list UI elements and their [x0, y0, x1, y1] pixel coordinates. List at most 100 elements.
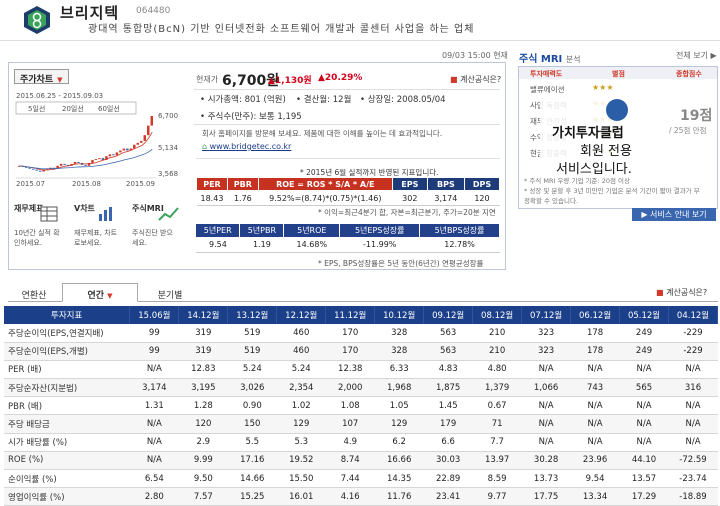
table-cell: 328: [374, 324, 424, 343]
table-cell: 563: [423, 324, 473, 343]
chart-select-label: 주가차트: [20, 75, 54, 85]
table-cell: N/A: [129, 433, 179, 452]
candle: [18, 165, 21, 167]
tab-annual[interactable]: 연간 ▼: [62, 283, 138, 302]
members-only-overlay: [540, 94, 666, 182]
fiscal-month: • 결산월: 12월: [296, 95, 352, 105]
listed-label: 상장일:: [367, 95, 395, 105]
table-cell: 16.66: [374, 451, 424, 471]
table-cell: N/A: [619, 414, 669, 434]
mri-title-text: 주식 MRI: [519, 54, 563, 65]
candle: [150, 116, 153, 126]
table-cell: 249: [619, 342, 669, 361]
service-guide-button[interactable]: ▶ 서비스 안내 보기: [632, 208, 716, 221]
table-cell: 13.57: [619, 469, 669, 489]
price-chart: 2015.06.25 - 2015.09.03 5일선 20일선 60일선 6,…: [14, 90, 186, 188]
formula-link-2[interactable]: ■ 계산공식은?: [656, 287, 707, 298]
overlay-title: 가치투자클럽: [552, 126, 624, 141]
financial-indicators-table: 투자지표 15.06월 14.12월 13.12월 12.12월 11.12월 10.12월…: [4, 306, 718, 506]
candle: [24, 166, 28, 168]
mri-col-score: 종합점수: [676, 70, 702, 78]
table-row: 주당순이익(EPS,개별) 99 319 519 460 170 328 563 210 323 1…: [4, 342, 718, 361]
table-cell: 13.34: [570, 487, 620, 506]
dps-value: 120: [464, 190, 500, 206]
table-row: 주당순이익(EPS,연결지배) 99 319 519 460 170 328 563 210 32…: [4, 324, 718, 343]
table-cell: 6.2: [374, 433, 424, 452]
table-cell: 5.5: [227, 433, 277, 452]
view-all-link[interactable]: 전체 보기 ▶: [676, 50, 717, 61]
valuation-table: PER PBR ROE = ROS * S/A * A/E EPS BPS DP…: [196, 177, 501, 206]
company-logo-icon: [24, 6, 50, 34]
chart-type-select[interactable]: 주가차트 ▼: [14, 69, 69, 85]
table-cell: 17.16: [227, 451, 277, 471]
table-row: 주당순자산(지분법) 3,174 3,195 3,026 2,354 2,000 1,968…: [4, 378, 718, 398]
table-cell: N/A: [521, 360, 571, 380]
mri-col-attractiveness: 투자매력도: [530, 70, 563, 78]
header-period: 05.12월: [619, 306, 670, 324]
stock-mri-button[interactable]: 주식MRI 주식진단 받으세요.: [132, 204, 178, 248]
view-all-label: 전체 보기: [676, 51, 708, 60]
share-count: • 주식수(만주): 보통 1,195: [200, 112, 302, 122]
period-tabs: [8, 283, 718, 302]
dps-header: DPS: [463, 177, 501, 191]
table-cell: 13.73: [521, 469, 571, 489]
table-cell: 565: [619, 378, 669, 398]
financial-note: * 2015년 6월 실적까지 반영된 지표입니다.: [300, 168, 439, 177]
table-cell: 563: [423, 342, 473, 361]
row-label: ROE (%): [4, 451, 130, 471]
row-label: 영업이익률 (%): [4, 487, 130, 506]
table-cell: 0.67: [472, 396, 522, 416]
table-cell: N/A: [570, 433, 620, 452]
v-chart-button[interactable]: V차트 재무제표, 차트로보세요.: [74, 204, 120, 248]
overlay-line2: 회원 전용: [580, 144, 632, 159]
candle: [73, 161, 77, 164]
row-label: 주당순이익(EPS,연결지배): [4, 324, 130, 343]
per5-header: 5년PER: [196, 224, 241, 237]
formula-link-label: 계산공식은?: [460, 75, 502, 84]
five-year-table: 5년PER 5년PBR 5년ROE 5년EPS성장률 5년BPS성장률 9.54…: [196, 224, 500, 253]
fy-value: 12월: [332, 95, 352, 105]
table-cell: 7.7: [472, 433, 522, 452]
candle: [136, 142, 140, 145]
table-cell: 6.33: [374, 360, 424, 380]
ytick-high: 6,700: [158, 112, 178, 120]
homepage-link[interactable]: ⌂ www.bridgetec.co.kr: [202, 142, 291, 151]
table-cell: 328: [374, 342, 424, 361]
tab-quarterly[interactable]: 분기별: [157, 291, 183, 301]
table-cell: 460: [276, 324, 326, 343]
table-cell: N/A: [619, 360, 669, 380]
table-cell: N/A: [619, 433, 669, 452]
table-cell: 178: [570, 342, 620, 361]
table-cell: 323: [521, 342, 571, 361]
financial-statement-button[interactable]: 재무제표 10년간 실적 확인하세요.: [14, 204, 60, 248]
legend-ma5: 5일선: [28, 104, 45, 113]
ytick-mid: 5,134: [158, 144, 179, 152]
candle: [94, 159, 98, 161]
quick-sub-fs: 10년간 실적 확인하세요.: [14, 229, 60, 247]
candle: [91, 160, 94, 163]
table-cell: 7.57: [178, 487, 228, 506]
table-cell: 5.24: [227, 360, 277, 380]
table-row: PBR (배) 1.31 1.28 0.90 1.02 1.08 1.05 1.45 0.67 N…: [4, 396, 718, 416]
chevron-down-icon: ▼: [107, 292, 113, 300]
roe-header: ROE = ROS * S/A * A/E: [257, 177, 393, 191]
candle: [38, 170, 42, 172]
quick-sub-vchart: 재무제표, 차트로보세요.: [74, 229, 118, 247]
mcap-value: 801 (억원): [244, 95, 286, 105]
candle: [112, 154, 115, 156]
row-label: 순이익률 (%): [4, 469, 130, 489]
price-change-percent: ▲20.29%: [318, 73, 363, 83]
table-cell: 8.59: [472, 469, 522, 489]
per5-value: 9.54: [196, 237, 240, 253]
tab-annualized[interactable]: 연환산: [21, 291, 47, 301]
candle: [105, 156, 108, 161]
table-cell: 9.50: [178, 469, 228, 489]
formula-link[interactable]: ■ 계산공식은?: [450, 74, 501, 85]
fy-label: 결산월:: [303, 95, 331, 105]
table-cell: 99: [129, 342, 179, 361]
company-description: 광대역 통합망(BcN) 기반 인터넷전화 소프트웨어 개발과 콜센터 사업을 …: [88, 24, 475, 35]
bps5-value: 12.78%: [419, 237, 500, 253]
table-cell: N/A: [521, 414, 571, 434]
quick-sub-mri: 주식진단 받으세요.: [132, 229, 173, 247]
mcap-label: 시가총액:: [207, 95, 242, 105]
